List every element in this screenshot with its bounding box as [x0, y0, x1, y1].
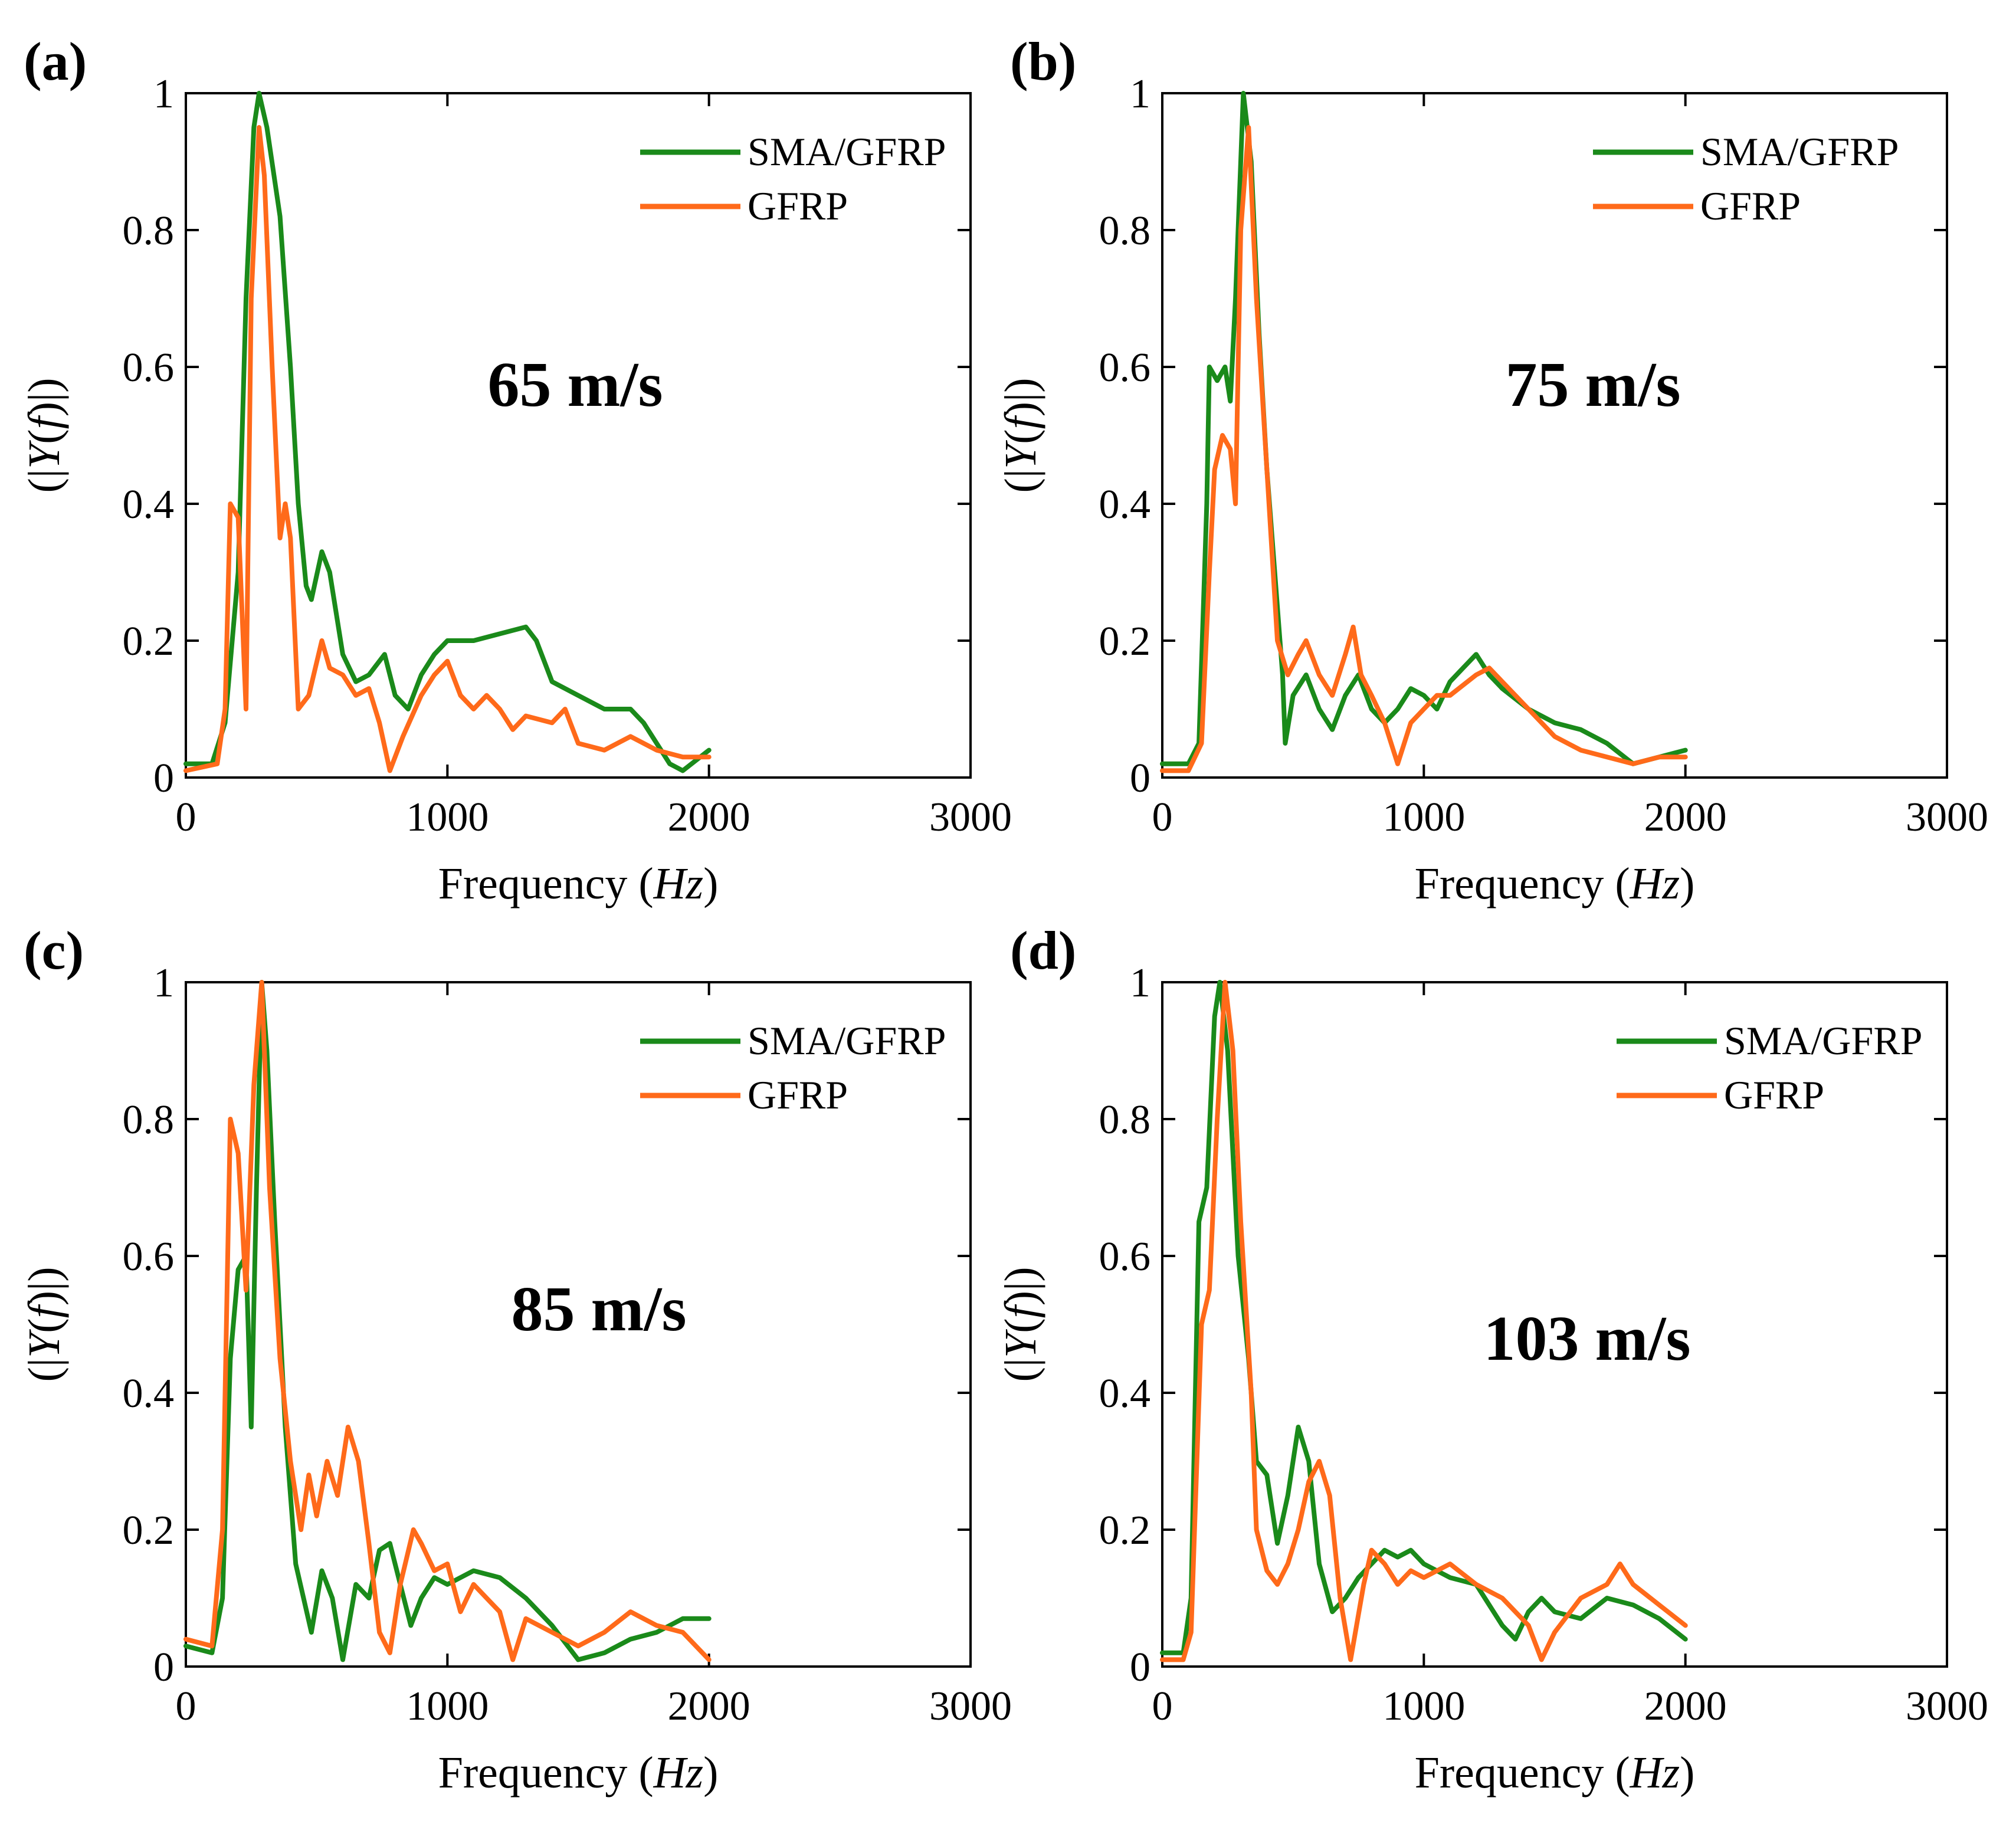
y-tick-label: 0.2: [1099, 1508, 1151, 1553]
chart-panel-a: (a) 0 1000 2000 3000 0 0.2 0.4 0.6 0.8 1 Frequency…: [19, 31, 1012, 908]
y-tick-label: 0.8: [123, 208, 175, 254]
x-tick-label: 1000: [1382, 795, 1465, 840]
series-line-sma-gfrp: [1160, 91, 1688, 766]
x-tick-label: 1000: [406, 795, 489, 840]
y-tick-label: 0.6: [123, 345, 175, 391]
legend-entry-label: GFRP: [1724, 1072, 1824, 1117]
x-tick-label: 1000: [1382, 1684, 1465, 1729]
x-tick-label: 0: [1152, 1684, 1173, 1729]
series-line-gfrp: [1160, 125, 1688, 773]
x-axis-title: Frequency (Hz): [1415, 1748, 1695, 1798]
y-tick-label: 0.4: [1099, 1371, 1151, 1416]
panel-label: (d): [1010, 920, 1076, 980]
legend-entry-label: SMA/GFRP: [1700, 129, 1899, 174]
y-tick-label: 0.4: [123, 482, 175, 527]
x-axis-title: Frequency (Hz): [438, 859, 719, 908]
series-line-sma-gfrp: [1160, 980, 1688, 1655]
x-tick-label: 3000: [1906, 1684, 1988, 1729]
y-tick-label: 0.6: [1099, 1234, 1151, 1280]
chart-panel-c: (c) 0 1000 2000 3000 0 0.2 0.4 0.6 0.8 1 Frequency…: [19, 920, 1012, 1798]
x-tick-label: 0: [1152, 795, 1173, 840]
y-tick-label: 1: [1130, 960, 1150, 1006]
legend-entry-label: SMA/GFRP: [1724, 1018, 1922, 1063]
series-line-sma-gfrp: [183, 91, 712, 773]
y-tick-label: 1: [153, 71, 174, 117]
x-tick-label: 2000: [668, 1684, 750, 1729]
y-tick-label: 1: [153, 960, 174, 1006]
y-tick-label: 0.4: [123, 1371, 175, 1416]
legend-entry-label: SMA/GFRP: [748, 1018, 946, 1063]
y-axis-title: (|Y(f)|): [996, 1267, 1045, 1382]
panel-label: (c): [24, 920, 84, 980]
x-tick-label: 3000: [929, 795, 1012, 840]
x-tick-label: 3000: [929, 1684, 1012, 1729]
y-tick-label: 0: [153, 1645, 174, 1690]
series-line-gfrp: [1160, 980, 1688, 1662]
y-tick-label: 0.8: [1099, 208, 1151, 254]
y-tick-label: 0: [1130, 1645, 1150, 1690]
legend-entry-label: GFRP: [1700, 183, 1801, 228]
y-tick-label: 0.8: [123, 1097, 175, 1143]
x-tick-label: 2000: [1644, 795, 1727, 840]
speed-annotation: 65 m/s: [488, 350, 663, 420]
series-line-sma-gfrp: [183, 980, 712, 1662]
chart-panel-b: (b) 0 1000 2000 3000 0 0.2 0.4 0.6 0.8 1 Frequency…: [996, 31, 1988, 908]
x-tick-label: 2000: [668, 795, 750, 840]
speed-annotation: 75 m/s: [1506, 350, 1681, 420]
y-tick-label: 0.2: [123, 619, 175, 664]
legend-entry-label: GFRP: [748, 183, 848, 228]
y-tick-label: 0.6: [1099, 345, 1151, 391]
y-tick-label: 0.2: [123, 1508, 175, 1553]
y-axis-title: (|Y(f)|): [19, 378, 69, 493]
x-tick-label: 1000: [406, 1684, 489, 1729]
y-axis-title: (|Y(f)|): [19, 1267, 69, 1382]
plot-frame: [1161, 92, 1948, 779]
x-axis-title: Frequency (Hz): [1415, 859, 1695, 908]
x-tick-label: 2000: [1644, 1684, 1727, 1729]
panel-label: (a): [24, 31, 87, 91]
legend-entry-label: SMA/GFRP: [748, 129, 946, 174]
series-line-gfrp: [183, 980, 712, 1662]
speed-annotation: 103 m/s: [1484, 1304, 1691, 1374]
y-axis-title: (|Y(f)|): [996, 378, 1045, 493]
plot-frame: [1161, 981, 1948, 1668]
y-tick-label: 0.6: [123, 1234, 175, 1280]
x-tick-label: 3000: [1906, 795, 1988, 840]
y-tick-label: 0.4: [1099, 482, 1151, 527]
x-tick-label: 0: [176, 1684, 196, 1729]
panel-label: (b): [1010, 31, 1076, 91]
y-tick-label: 1: [1130, 71, 1150, 117]
plot-frame: [185, 981, 972, 1668]
chart-panel-d: (d) 0 1000 2000 3000 0 0.2 0.4 0.6 0.8 1 Frequency…: [996, 920, 1988, 1798]
y-tick-label: 0.8: [1099, 1097, 1151, 1143]
y-tick-label: 0.2: [1099, 619, 1151, 664]
y-tick-label: 0: [153, 756, 174, 801]
series-line-gfrp: [183, 125, 712, 773]
plot-frame: [185, 92, 972, 779]
x-axis-title: Frequency (Hz): [438, 1748, 719, 1798]
x-tick-label: 0: [176, 795, 196, 840]
legend-entry-label: GFRP: [748, 1072, 848, 1117]
y-tick-label: 0: [1130, 756, 1150, 801]
speed-annotation: 85 m/s: [512, 1274, 687, 1344]
